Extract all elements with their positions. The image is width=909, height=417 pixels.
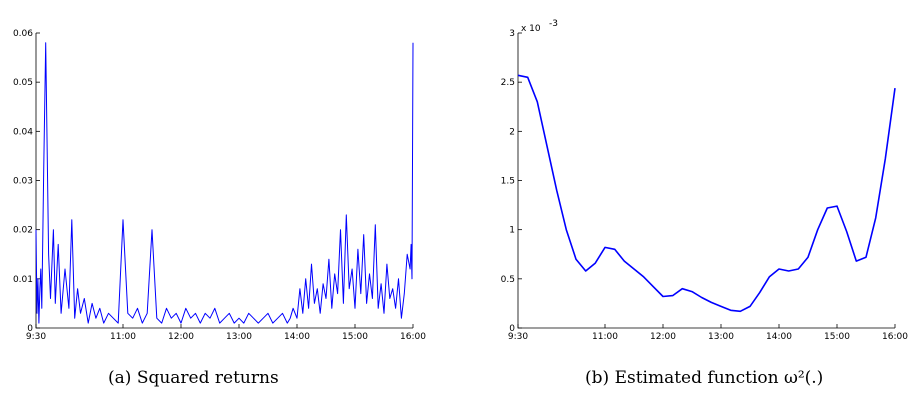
x-tick-label: 11:00	[110, 332, 136, 342]
x-tick-label: 16:00	[400, 332, 426, 342]
caption-a-text: Squared returns	[136, 368, 279, 388]
y-tick-label: 0	[27, 324, 33, 334]
y-scale-multiplier: x 10	[521, 24, 541, 34]
figure: 0 0.01 0.02 0.03 0.04 0.05 0.06 9:30 11:00 12:00 1…	[13, 19, 909, 342]
x-tick-label: 16:00	[882, 332, 908, 342]
caption-b-label: (b)	[585, 368, 610, 388]
axes	[517, 33, 895, 329]
x-tick-label: 13:00	[708, 332, 734, 342]
series-line	[517, 74, 896, 313]
y-tick-label: 1	[509, 226, 515, 236]
x-tick-label: 12:00	[168, 332, 194, 342]
y-tick-label: 1.5	[501, 177, 515, 187]
x-tick-label: 15:00	[824, 332, 850, 342]
y-tick-label: 0.02	[13, 226, 33, 236]
caption-b-text: Estimated function ω²(.)	[614, 368, 824, 388]
chart-a: 0 0.01 0.02 0.03 0.04 0.05 0.06 9:30 11:00 12:00 1…	[13, 29, 426, 342]
y-tick-label: 0	[509, 324, 515, 334]
y-tick-label: 2	[509, 127, 515, 137]
x-tick-label: 15:00	[342, 332, 368, 342]
y-tick-label: 0.06	[13, 29, 33, 39]
caption-b: (b) Estimated function ω²(.)	[585, 368, 823, 388]
y-tick-label: 0.04	[13, 127, 33, 137]
y-tick-label: 0.03	[13, 177, 33, 187]
y-tick-label: 0.01	[13, 275, 33, 285]
x-tick-label: 9:30	[508, 332, 528, 342]
series-line	[35, 42, 414, 324]
x-tick-label: 9:30	[26, 332, 46, 342]
y-scale-exponent: -3	[549, 19, 558, 29]
y-tick-label: 0.05	[13, 78, 33, 88]
caption-a: (a) Squared returns	[108, 368, 279, 388]
y-tick-label: 3	[509, 29, 515, 39]
y-tick-label: 2.5	[501, 78, 515, 88]
x-tick-label: 14:00	[766, 332, 792, 342]
x-tick-label: 13:00	[226, 332, 252, 342]
caption-a-label: (a)	[108, 368, 132, 388]
y-tick-label: 0.5	[501, 275, 515, 285]
x-tick-label: 11:00	[592, 332, 618, 342]
x-tick-label: 14:00	[284, 332, 310, 342]
x-tick-label: 12:00	[650, 332, 676, 342]
chart-b: 0 0.5 1 1.5 2 2.5 3 9:30 11:00 12:00 13:00 14:00 15:…	[501, 19, 909, 342]
